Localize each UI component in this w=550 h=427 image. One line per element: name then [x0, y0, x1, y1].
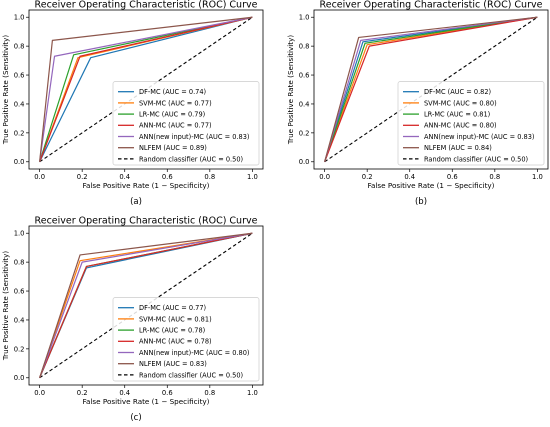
y-tick-label: 1.0 — [14, 230, 25, 238]
panel-label: (c) — [130, 413, 141, 423]
chart-panel: Receiver Operating Characteristic (ROC) … — [286, 0, 549, 207]
legend-box — [397, 81, 545, 166]
y-tick-label: 0.8 — [14, 259, 25, 267]
y-tick-label: 0.2 — [14, 345, 25, 353]
legend-entry: SVM-MC (AUC = 0.80) — [424, 99, 497, 107]
legend-entry: ANN-MC (AUC = 0.78) — [139, 338, 212, 346]
x-tick-label: 0.8 — [489, 173, 500, 181]
y-tick-label: 0.2 — [14, 129, 25, 137]
legend-entry: Random classifier (AUC = 0.50) — [139, 155, 243, 163]
series-line — [39, 16, 253, 162]
series-line — [39, 16, 253, 162]
series-line — [324, 16, 538, 162]
chart-title: Receiver Operating Characteristic (ROC) … — [35, 216, 258, 227]
legend-entry: SVM-MC (AUC = 0.81) — [139, 315, 212, 323]
legend-entry: ANN(new input)-MC (AUC = 0.83) — [139, 133, 249, 141]
series-line — [39, 16, 253, 162]
chart-title: Receiver Operating Characteristic (ROC) … — [320, 0, 543, 11]
series-line — [324, 16, 538, 162]
x-tick-label: 0.2 — [77, 389, 88, 397]
legend-entry: NLFEM (AUC = 0.83) — [139, 360, 207, 368]
axes-frame — [313, 9, 549, 170]
legend-entry: ANN(new input)-MC (AUC = 0.83) — [424, 133, 534, 141]
y-axis-label: True Positive Rate (Sensitivity) — [1, 251, 10, 362]
chart-title: Receiver Operating Characteristic (ROC) … — [35, 0, 258, 11]
y-tick-label: 0.2 — [299, 129, 310, 137]
y-tick-label: 0.6 — [299, 71, 310, 79]
series-line — [39, 232, 253, 378]
legend-entry: DF-MC (AUC = 0.74) — [139, 88, 206, 96]
legend-entry: LR-MC (AUC = 0.78) — [139, 327, 205, 335]
y-tick-label: 0.8 — [14, 43, 25, 51]
series-line — [39, 232, 253, 379]
x-tick-label: 1.0 — [532, 173, 543, 181]
y-tick-label: 0.0 — [14, 158, 25, 166]
series-line — [39, 16, 253, 162]
x-tick-label: 0.4 — [119, 173, 130, 181]
chart-panel: Receiver Operating Characteristic (ROC) … — [1, 216, 264, 423]
x-tick-label: 0.0 — [34, 389, 45, 397]
panel-label: (a) — [130, 197, 142, 207]
legend-entry: NLFEM (AUC = 0.89) — [139, 144, 207, 152]
legend: DF-MC (AUC = 0.74) SVM-MC (AUC = 0.77) LR-… — [112, 81, 260, 166]
x-tick-label: 0.6 — [447, 173, 458, 181]
y-tick-label: 0.4 — [299, 100, 310, 108]
y-axis-label: True Positive Rate (Sensitivity) — [1, 35, 10, 146]
chart-panel: Receiver Operating Characteristic (ROC) … — [1, 0, 264, 207]
axes-frame — [28, 9, 264, 170]
legend: DF-MC (AUC = 0.82) SVM-MC (AUC = 0.80) LR-… — [397, 81, 545, 166]
x-tick-label: 0.0 — [319, 173, 330, 181]
legend-entry: ANN(new input)-MC (AUC = 0.80) — [139, 349, 249, 357]
y-tick-label: 0.6 — [14, 287, 25, 295]
y-tick-label: 1.0 — [299, 14, 310, 22]
panel-label: (b) — [415, 197, 427, 207]
legend-entry: LR-MC (AUC = 0.79) — [139, 111, 205, 119]
legend-entry: NLFEM (AUC = 0.84) — [424, 144, 492, 152]
legend-entry: ANN-MC (AUC = 0.80) — [424, 122, 497, 130]
x-tick-label: 0.8 — [204, 389, 215, 397]
x-tick-label: 0.6 — [162, 389, 173, 397]
x-tick-label: 0.4 — [404, 173, 415, 181]
series-line — [324, 16, 538, 162]
legend-entry: DF-MC (AUC = 0.82) — [424, 88, 491, 96]
x-tick-label: 0.2 — [77, 173, 88, 181]
legend-box — [112, 81, 260, 166]
y-tick-label: 0.4 — [14, 316, 25, 324]
legend-entry: DF-MC (AUC = 0.77) — [139, 304, 206, 312]
series-line — [324, 16, 538, 162]
legend-entry: LR-MC (AUC = 0.81) — [424, 111, 490, 119]
x-axis-label: False Positive Rate (1 − Specificity) — [368, 181, 495, 190]
legend-entry: Random classifier (AUC = 0.50) — [424, 155, 528, 163]
x-axis-label: False Positive Rate (1 − Specificity) — [83, 181, 210, 190]
legend-box — [112, 297, 260, 382]
series-line — [39, 16, 253, 163]
y-tick-label: 0.4 — [14, 100, 25, 108]
axes-frame — [28, 225, 264, 386]
x-axis-label: False Positive Rate (1 − Specificity) — [83, 397, 210, 406]
x-tick-label: 0.0 — [34, 173, 45, 181]
y-axis-label: True Positive Rate (Sensitivity) — [286, 35, 295, 146]
y-tick-label: 0.0 — [14, 374, 25, 382]
series-line — [39, 232, 253, 378]
x-tick-label: 0.4 — [119, 389, 130, 397]
legend-entry: ANN-MC (AUC = 0.77) — [139, 122, 212, 130]
y-tick-label: 0.6 — [14, 71, 25, 79]
legend-entry: Random classifier (AUC = 0.50) — [139, 371, 243, 379]
x-tick-label: 1.0 — [247, 389, 258, 397]
y-tick-label: 1.0 — [14, 14, 25, 22]
legend-entry: SVM-MC (AUC = 0.77) — [139, 99, 212, 107]
y-tick-label: 0.0 — [299, 158, 310, 166]
legend: DF-MC (AUC = 0.77) SVM-MC (AUC = 0.81) LR-… — [112, 297, 260, 382]
x-tick-label: 1.0 — [247, 173, 258, 181]
x-tick-label: 0.2 — [362, 173, 373, 181]
y-tick-label: 0.8 — [299, 43, 310, 51]
x-tick-label: 0.6 — [162, 173, 173, 181]
x-tick-label: 0.8 — [204, 173, 215, 181]
